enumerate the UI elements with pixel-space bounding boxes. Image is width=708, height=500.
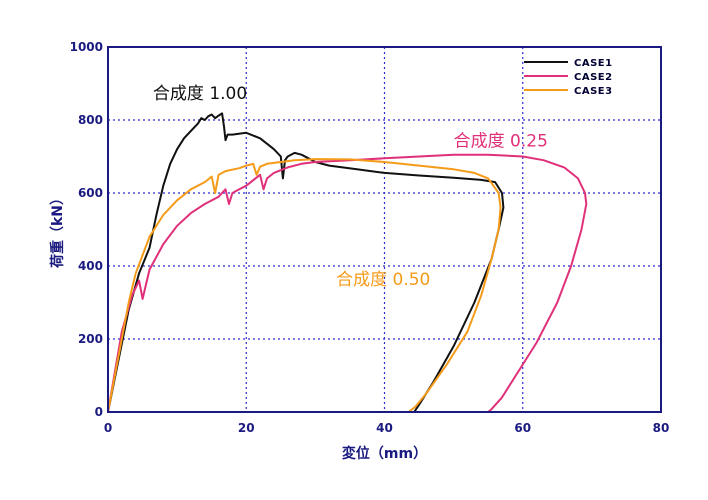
series-line-case1 (107, 112, 505, 413)
annotation-case2: 合成度 0.25 (454, 131, 548, 151)
legend-label-case3: CASE3 (574, 86, 613, 97)
x-tick-label: 60 (514, 421, 531, 435)
y-tick-label: 1000 (70, 40, 103, 54)
legend: CASE1 CASE2 CASE3 (524, 58, 613, 97)
y-tick-label: 0 (95, 405, 103, 419)
series-layer (107, 112, 588, 413)
annotation-case1: 合成度 1.00 (153, 84, 247, 104)
x-tick-labels: 0 20 40 60 80 (104, 421, 670, 435)
y-tick-label: 600 (78, 186, 103, 200)
y-tick-label: 400 (78, 259, 103, 273)
x-tick-label: 80 (653, 421, 670, 435)
plot-frame (107, 46, 662, 413)
x-tick-label: 0 (104, 421, 112, 435)
legend-label-case1: CASE1 (574, 58, 613, 69)
y-tick-labels: 0 200 400 600 800 1000 (70, 40, 103, 419)
y-tick-label: 800 (78, 113, 103, 127)
series-line-case3 (107, 158, 502, 413)
y-axis-label: 荷重（kN） (49, 191, 66, 269)
annotations: 合成度 1.00 合成度 0.25 合成度 0.50 (153, 84, 548, 290)
x-axis-label: 変位（mm） (342, 445, 427, 462)
x-tick-label: 40 (376, 421, 393, 435)
series-line-case2 (107, 153, 588, 413)
legend-label-case2: CASE2 (574, 72, 613, 83)
grid-lines (108, 47, 661, 412)
annotation-case3: 合成度 0.50 (336, 270, 430, 290)
y-tick-label: 200 (78, 332, 103, 346)
x-tick-label: 20 (238, 421, 255, 435)
